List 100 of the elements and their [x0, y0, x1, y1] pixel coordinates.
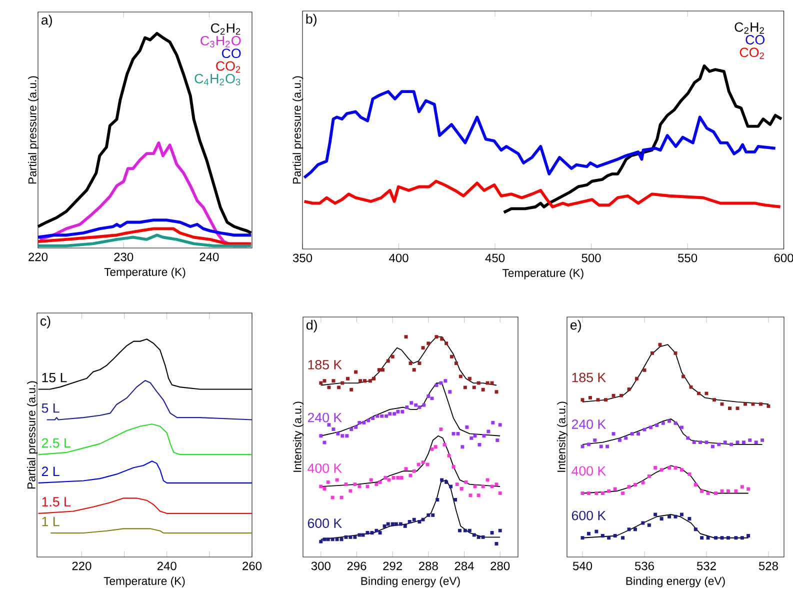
point: [371, 416, 375, 420]
point: [454, 498, 458, 502]
point: [456, 432, 460, 436]
point: [717, 442, 721, 446]
point: [612, 394, 616, 398]
point: [408, 474, 412, 478]
point: [386, 359, 390, 363]
x-axis-title: Temperature (K): [502, 268, 584, 280]
x-tick-label: 220: [28, 252, 48, 262]
point: [599, 444, 603, 448]
point: [606, 444, 610, 448]
point: [476, 381, 480, 385]
point: [332, 428, 336, 432]
point: [641, 521, 645, 525]
point: [627, 485, 631, 489]
point: [694, 483, 698, 487]
point: [680, 426, 684, 430]
point: [434, 335, 438, 339]
point: [596, 398, 600, 402]
point: [421, 460, 425, 464]
point: [607, 489, 611, 493]
point: [620, 394, 623, 398]
point: [465, 425, 469, 429]
point: [593, 438, 597, 442]
point: [319, 484, 323, 488]
point: [694, 528, 698, 532]
point: [720, 536, 724, 540]
point: [600, 492, 604, 496]
x-tick-label: 288: [419, 562, 438, 570]
x-tick-label: 240: [200, 252, 219, 262]
point: [490, 484, 494, 488]
point: [444, 480, 448, 484]
point: [408, 361, 412, 365]
x-tick-label: 230: [114, 252, 134, 262]
point: [377, 368, 381, 372]
series-label: 2.5 L: [42, 438, 70, 448]
point: [468, 528, 472, 532]
point: [354, 370, 358, 374]
point: [624, 436, 628, 440]
point: [458, 528, 462, 532]
point: [350, 388, 354, 392]
chart-title: e): [570, 320, 581, 332]
point: [439, 381, 443, 385]
point: [660, 468, 664, 472]
point: [380, 368, 384, 372]
point: [452, 432, 456, 436]
point: [697, 392, 700, 396]
point: [337, 386, 341, 390]
point: [746, 534, 750, 538]
y-axis-title: Partial pressure (a.u.): [27, 381, 38, 489]
x-tick-label: 540: [572, 562, 592, 570]
point: [326, 538, 330, 542]
point: [330, 538, 334, 542]
point: [412, 469, 416, 473]
x-axis-title: Binding energy (eV): [361, 576, 460, 588]
point: [586, 442, 590, 446]
point: [633, 483, 637, 487]
point: [481, 535, 485, 539]
point: [490, 531, 494, 534]
point: [335, 478, 339, 482]
chart-title: a): [42, 14, 52, 28]
point: [586, 532, 590, 536]
point: [354, 425, 358, 429]
point: [642, 368, 646, 372]
point: [655, 424, 659, 428]
point: [468, 494, 472, 498]
point: [674, 421, 678, 425]
point: [348, 489, 352, 493]
point: [744, 402, 747, 406]
point: [454, 361, 458, 365]
point: [396, 476, 400, 480]
point: [398, 522, 402, 526]
point: [447, 454, 451, 458]
point: [648, 426, 652, 430]
series-label: 600 K: [572, 510, 606, 520]
point: [463, 386, 467, 390]
point: [494, 390, 498, 394]
point: [490, 381, 494, 385]
point: [621, 536, 625, 540]
point: [404, 335, 408, 339]
point: [418, 520, 422, 524]
point: [714, 492, 718, 496]
point: [378, 531, 382, 534]
point: [468, 376, 472, 380]
point: [326, 480, 330, 484]
point: [636, 432, 640, 436]
point: [580, 536, 584, 540]
point: [344, 482, 348, 486]
point: [369, 478, 373, 482]
point: [390, 354, 394, 358]
point: [368, 379, 372, 383]
point: [600, 534, 604, 538]
point: [392, 476, 396, 480]
point: [580, 444, 584, 448]
point: [704, 392, 708, 396]
point: [494, 482, 498, 486]
x-tick-label: 400: [389, 254, 408, 262]
x-axis-title: Temperature (K): [104, 268, 186, 278]
point: [463, 528, 467, 532]
point: [618, 438, 622, 442]
